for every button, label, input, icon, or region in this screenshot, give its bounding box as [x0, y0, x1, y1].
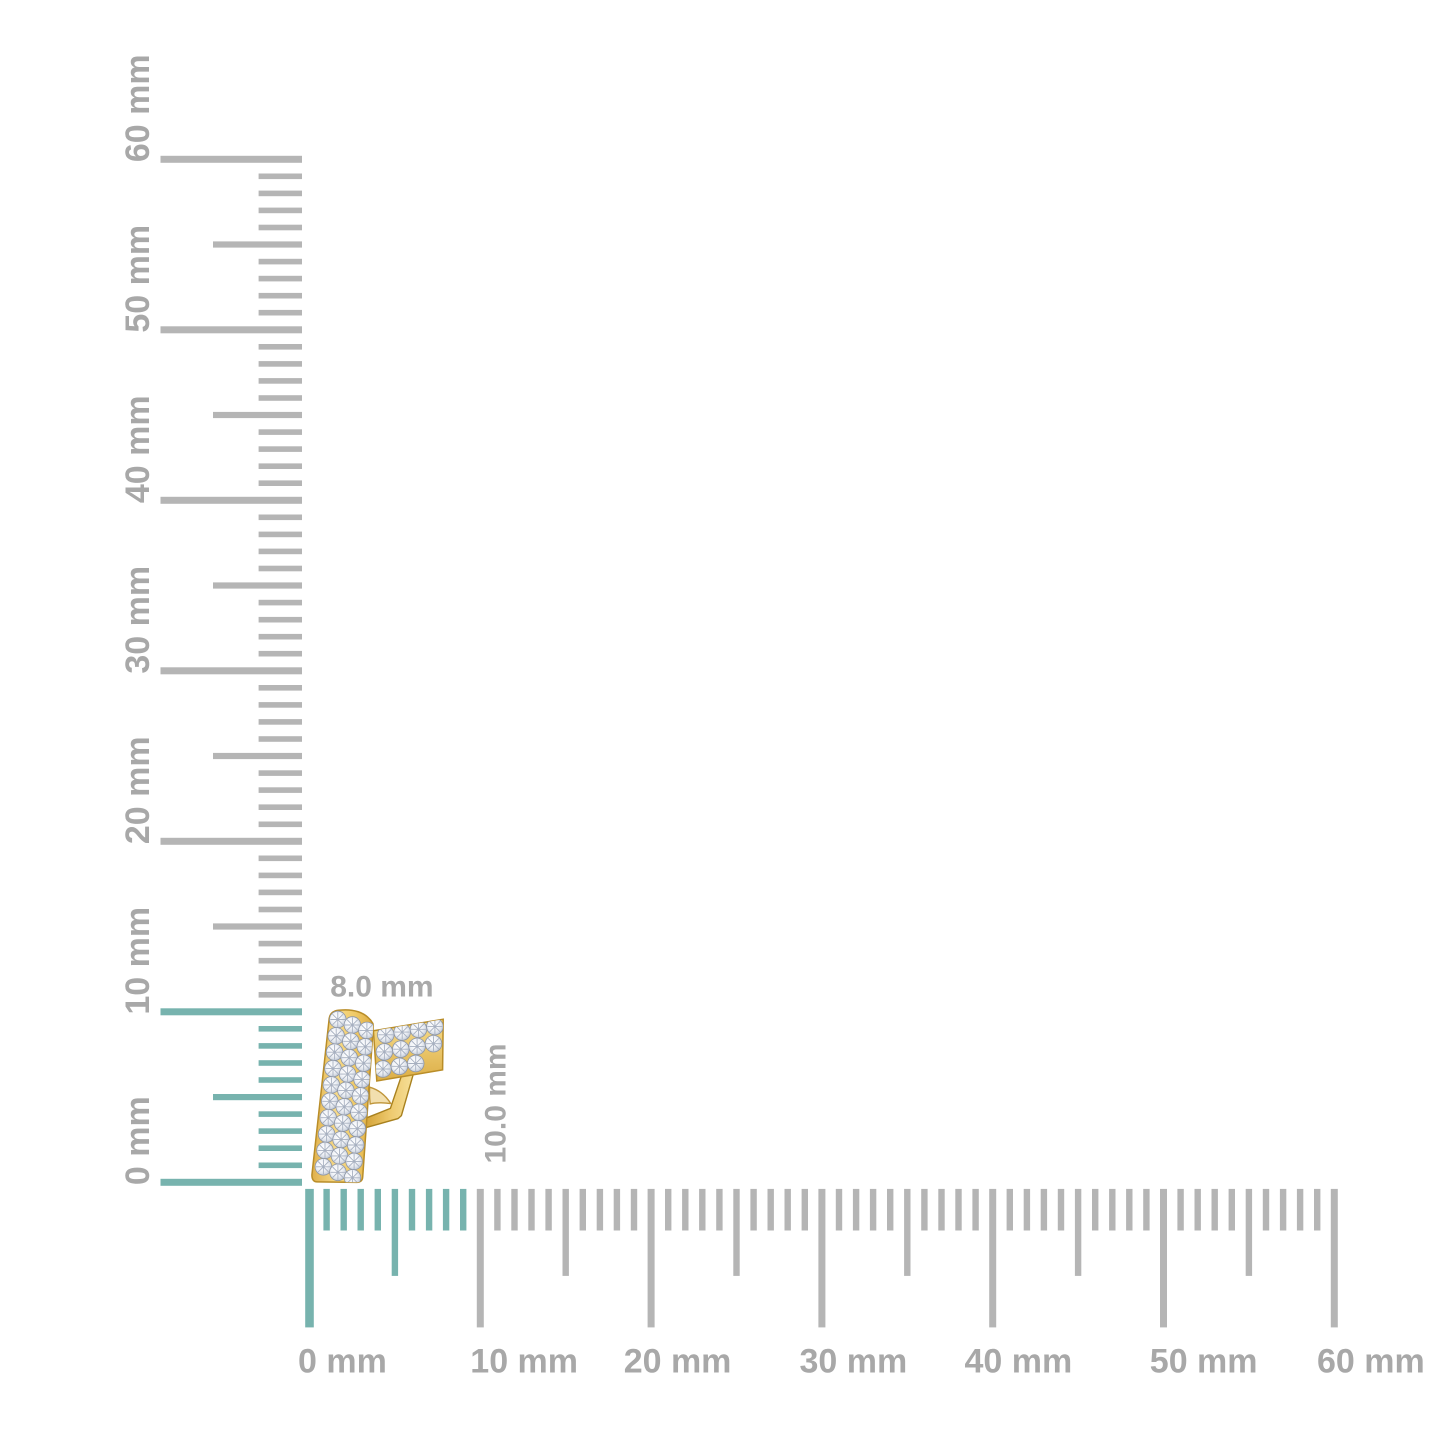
svg-text:30 mm: 30 mm — [119, 566, 157, 674]
svg-text:60 mm: 60 mm — [1317, 1343, 1425, 1381]
svg-text:40 mm: 40 mm — [119, 395, 157, 503]
svg-text:50 mm: 50 mm — [119, 225, 157, 333]
svg-text:60 mm: 60 mm — [119, 54, 157, 162]
svg-text:10 mm: 10 mm — [470, 1343, 578, 1381]
svg-text:10 mm: 10 mm — [119, 907, 157, 1015]
svg-text:20 mm: 20 mm — [119, 736, 157, 844]
svg-text:8.0 mm: 8.0 mm — [330, 971, 433, 1004]
svg-text:40 mm: 40 mm — [965, 1343, 1073, 1381]
svg-text:0 mm: 0 mm — [298, 1343, 387, 1381]
svg-text:30 mm: 30 mm — [800, 1343, 908, 1381]
svg-text:0 mm: 0 mm — [119, 1096, 157, 1185]
svg-text:10.0 mm: 10.0 mm — [480, 1043, 513, 1163]
svg-text:50 mm: 50 mm — [1150, 1343, 1258, 1381]
svg-text:20 mm: 20 mm — [624, 1343, 732, 1381]
